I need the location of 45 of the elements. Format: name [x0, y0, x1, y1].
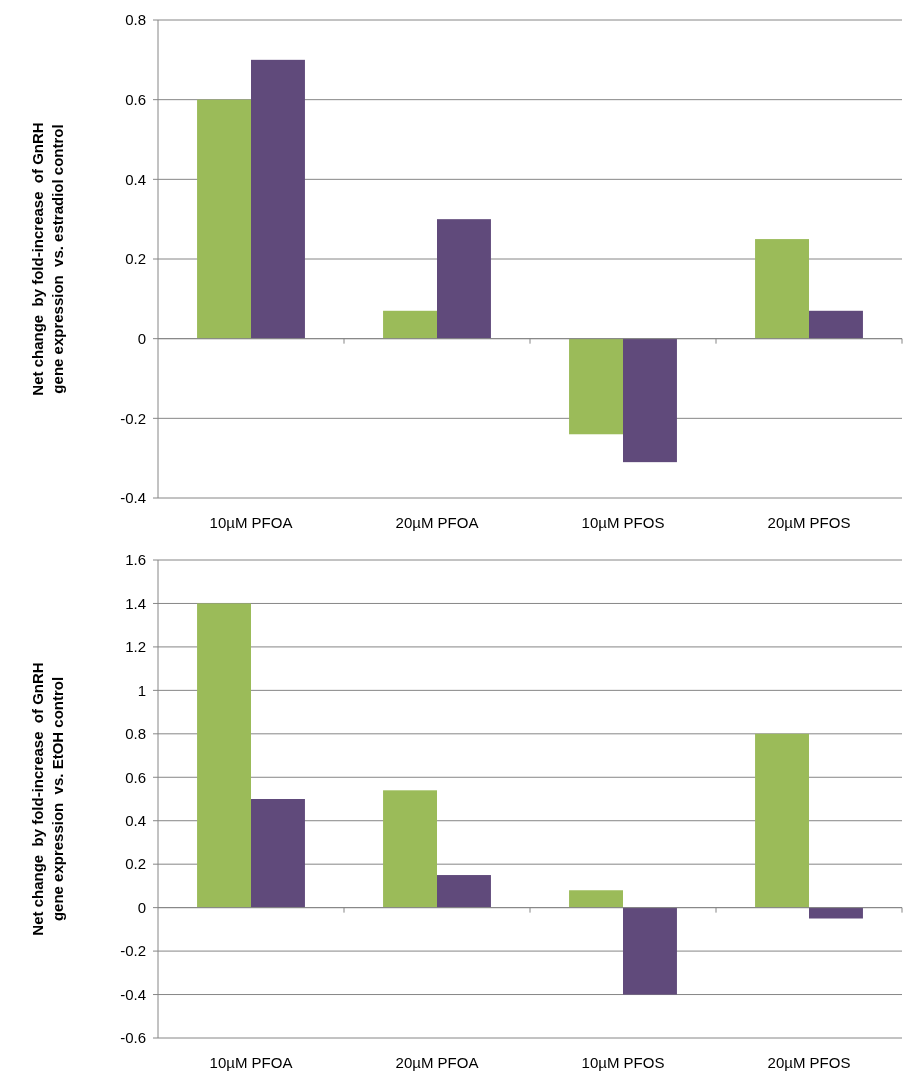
- bar: [437, 875, 491, 908]
- x-tick-label: 10µM PFOS: [581, 514, 665, 531]
- bar: [383, 310, 437, 339]
- x-tick-label: 20µM PFOS: [767, 1054, 851, 1071]
- y-tick-label: 0.8: [125, 11, 146, 29]
- bar: [383, 790, 437, 908]
- x-tick-label: 10µM PFOS: [581, 1054, 665, 1071]
- y-tick-label: 1.2: [125, 638, 146, 656]
- x-tick-label: 10µM PFOA: [209, 1054, 293, 1071]
- y-tick-label: 0.2: [125, 250, 146, 268]
- bar: [569, 890, 623, 908]
- y-tick-label: 1: [137, 681, 146, 699]
- y-tick-label: 1.4: [125, 594, 146, 612]
- y-axis-title: Net change by fold-increase of GnRH gene expression vs. EtOH control: [29, 662, 66, 936]
- y-tick-label: 0: [137, 329, 146, 347]
- y-tick-label: -0.2: [120, 409, 146, 427]
- y-tick-label: 0.8: [125, 725, 146, 743]
- x-tick-label: 20µM PFOA: [395, 514, 479, 531]
- y-axis-title: Net change by fold-increase of GnRH gene expression vs. estradiol control: [29, 122, 66, 396]
- bar: [569, 338, 623, 435]
- y-tick-label: -0.6: [120, 1029, 146, 1047]
- bar: [251, 59, 305, 339]
- y-tick-label: -0.2: [120, 942, 146, 960]
- x-tick-label: 20µM PFOA: [395, 1054, 479, 1071]
- bar: [197, 99, 251, 339]
- y-tick-label: 0.6: [125, 768, 146, 786]
- bar: [809, 310, 863, 339]
- y-tick-label: 0.6: [125, 90, 146, 108]
- bar: [809, 907, 863, 919]
- y-tick-label: 1.6: [125, 551, 146, 569]
- bar: [251, 799, 305, 908]
- y-tick-label: 0.4: [125, 811, 146, 829]
- y-tick-label: -0.4: [120, 985, 146, 1003]
- bar: [623, 907, 677, 995]
- x-tick-label: 10µM PFOA: [209, 514, 293, 531]
- y-tick-label: -0.4: [120, 489, 146, 507]
- bar: [623, 338, 677, 463]
- bar: [755, 239, 809, 339]
- y-tick-label: 0.2: [125, 855, 146, 873]
- x-tick-label: 20µM PFOS: [767, 514, 851, 531]
- y-tick-label: 0.4: [125, 170, 146, 188]
- bar: [197, 603, 251, 908]
- bar: [437, 219, 491, 339]
- bar: [755, 733, 809, 908]
- y-tick-label: 0: [137, 898, 146, 916]
